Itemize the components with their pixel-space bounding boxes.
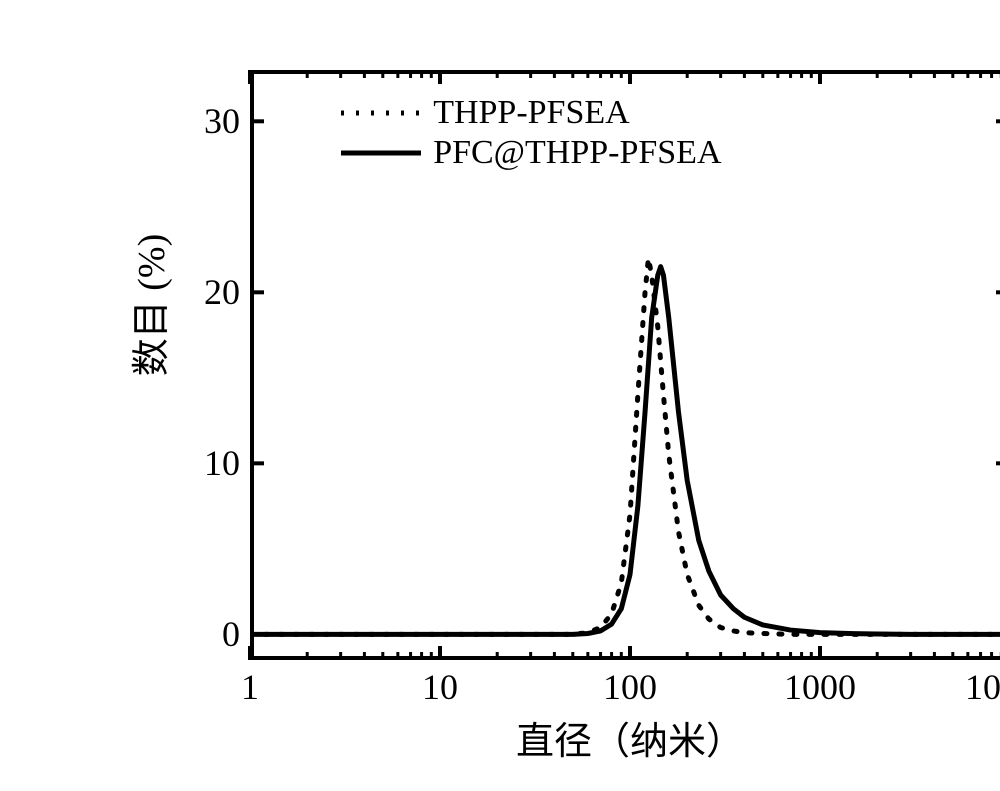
legend-label: PFC@THPP-PFSEA: [433, 134, 721, 172]
legend-swatch: [341, 94, 421, 132]
legend-label: THPP-PFSEA: [433, 94, 630, 132]
legend-entry: THPP-PFSEA: [341, 94, 721, 132]
series-dotted: [250, 258, 1000, 634]
y-tick-label: 20: [170, 271, 240, 313]
x-axis-title: 直径（纳米）: [470, 710, 790, 765]
series-solid: [250, 267, 1000, 635]
y-axis-title: 数目 (%): [120, 155, 175, 455]
x-tick-label: 10: [370, 666, 510, 708]
y-tick-label: 30: [170, 100, 240, 142]
legend-swatch: [341, 134, 421, 172]
x-tick-label: 10000: [940, 666, 1000, 708]
legend: THPP-PFSEAPFC@THPP-PFSEA: [341, 94, 721, 174]
x-tick-label: 1000: [750, 666, 890, 708]
y-tick-label: 10: [170, 442, 240, 484]
chart-container: 数目 (%) 直径（纳米） THPP-PFSEAPFC@THPP-PFSEA 1…: [50, 30, 950, 761]
y-tick-label: 0: [170, 613, 240, 655]
x-tick-label: 100: [560, 666, 700, 708]
x-tick-label: 1: [180, 666, 320, 708]
legend-entry: PFC@THPP-PFSEA: [341, 134, 721, 172]
